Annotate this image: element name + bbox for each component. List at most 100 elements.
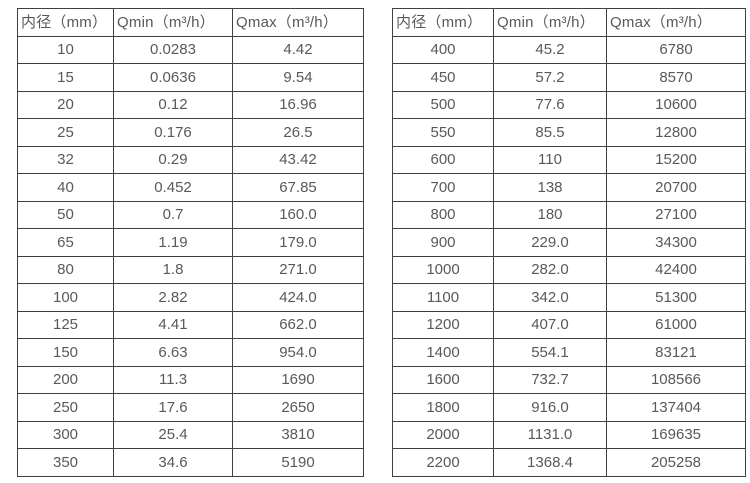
table-cell: 34.6 bbox=[113, 448, 233, 477]
table-row: 40 0.452 67.85 bbox=[17, 173, 364, 202]
table-cell: 85.5 bbox=[493, 118, 607, 147]
table-cell: 282.0 bbox=[493, 255, 607, 284]
table-row: 2200 1368.4 205258 bbox=[392, 448, 746, 477]
table-cell: 180 bbox=[493, 200, 607, 229]
header-cell: 内径（mm） bbox=[17, 8, 114, 37]
table-row: 800 180 27100 bbox=[392, 200, 746, 229]
table-cell: 61000 bbox=[606, 310, 746, 339]
table-cell: 600 bbox=[392, 145, 494, 174]
table-cell: 17.6 bbox=[113, 393, 233, 422]
table-cell: 800 bbox=[392, 200, 494, 229]
table-cell: 51300 bbox=[606, 283, 746, 312]
table-cell: 2200 bbox=[392, 448, 494, 477]
table-row: 15 0.0636 9.54 bbox=[17, 63, 364, 92]
table-cell: 450 bbox=[392, 63, 494, 92]
table-row: 125 4.41 662.0 bbox=[17, 310, 364, 339]
header-cell: Qmax（m³/h） bbox=[606, 8, 746, 37]
table-cell: 1600 bbox=[392, 365, 494, 394]
table-row: 600 110 15200 bbox=[392, 145, 746, 174]
table-cell: 2.82 bbox=[113, 283, 233, 312]
header-cell: Qmin（m³/h） bbox=[493, 8, 607, 37]
table-cell: 400 bbox=[392, 35, 494, 64]
table-cell: 6780 bbox=[606, 35, 746, 64]
table-cell: 1400 bbox=[392, 338, 494, 367]
table-cell: 40 bbox=[17, 173, 114, 202]
table-cell: 108566 bbox=[606, 365, 746, 394]
table-cell: 50 bbox=[17, 200, 114, 229]
table-cell: 1690 bbox=[232, 365, 364, 394]
table-cell: 0.7 bbox=[113, 200, 233, 229]
table-cell: 0.176 bbox=[113, 118, 233, 147]
table-cell: 11.3 bbox=[113, 365, 233, 394]
table-cell: 900 bbox=[392, 228, 494, 257]
table-cell: 10 bbox=[17, 35, 114, 64]
table-row: 1400 554.1 83121 bbox=[392, 338, 746, 367]
table-cell: 1131.0 bbox=[493, 420, 607, 449]
table-cell: 0.0636 bbox=[113, 63, 233, 92]
table-cell: 12800 bbox=[606, 118, 746, 147]
table-cell: 662.0 bbox=[232, 310, 364, 339]
table-row: 1200 407.0 61000 bbox=[392, 310, 746, 339]
table-cell: 550 bbox=[392, 118, 494, 147]
table-row: 1000 282.0 42400 bbox=[392, 255, 746, 284]
table-cell: 0.0283 bbox=[113, 35, 233, 64]
table-cell: 700 bbox=[392, 173, 494, 202]
table-cell: 0.452 bbox=[113, 173, 233, 202]
table-cell: 150 bbox=[17, 338, 114, 367]
table-cell: 1800 bbox=[392, 393, 494, 422]
table-cell: 138 bbox=[493, 173, 607, 202]
table-cell: 77.6 bbox=[493, 90, 607, 119]
table-row: 700 138 20700 bbox=[392, 173, 746, 202]
table-row: 550 85.5 12800 bbox=[392, 118, 746, 147]
header-row: 内径（mm） Qmin（m³/h） Qmax（m³/h） bbox=[17, 8, 364, 37]
table-row: 300 25.4 3810 bbox=[17, 420, 364, 449]
table-cell: 42400 bbox=[606, 255, 746, 284]
table-cell: 1368.4 bbox=[493, 448, 607, 477]
table-row: 10 0.0283 4.42 bbox=[17, 35, 364, 64]
table-row: 25 0.176 26.5 bbox=[17, 118, 364, 147]
table-cell: 20 bbox=[17, 90, 114, 119]
table-cell: 271.0 bbox=[232, 255, 364, 284]
table-row: 900 229.0 34300 bbox=[392, 228, 746, 257]
table-row: 65 1.19 179.0 bbox=[17, 228, 364, 257]
table-row: 200 11.3 1690 bbox=[17, 365, 364, 394]
table-row: 450 57.2 8570 bbox=[392, 63, 746, 92]
table-cell: 2650 bbox=[232, 393, 364, 422]
table-cell: 25.4 bbox=[113, 420, 233, 449]
header-cell: 内径（mm） bbox=[392, 8, 494, 37]
table-cell: 342.0 bbox=[493, 283, 607, 312]
table-cell: 45.2 bbox=[493, 35, 607, 64]
table-cell: 83121 bbox=[606, 338, 746, 367]
table-cell: 229.0 bbox=[493, 228, 607, 257]
table-cell: 1200 bbox=[392, 310, 494, 339]
table-cell: 250 bbox=[17, 393, 114, 422]
table-cell: 200 bbox=[17, 365, 114, 394]
header-cell: Qmin（m³/h） bbox=[113, 8, 233, 37]
table-cell: 1.8 bbox=[113, 255, 233, 284]
table-cell: 10600 bbox=[606, 90, 746, 119]
table-row: 32 0.29 43.42 bbox=[17, 145, 364, 174]
header-cell: Qmax（m³/h） bbox=[232, 8, 364, 37]
table-cell: 25 bbox=[17, 118, 114, 147]
table-row: 50 0.7 160.0 bbox=[17, 200, 364, 229]
table-cell: 32 bbox=[17, 145, 114, 174]
table-cell: 9.54 bbox=[232, 63, 364, 92]
table-cell: 4.41 bbox=[113, 310, 233, 339]
table-cell: 2000 bbox=[392, 420, 494, 449]
table-cell: 954.0 bbox=[232, 338, 364, 367]
table-cell: 169635 bbox=[606, 420, 746, 449]
table-row: 1600 732.7 108566 bbox=[392, 365, 746, 394]
table-row: 250 17.6 2650 bbox=[17, 393, 364, 422]
table-cell: 1100 bbox=[392, 283, 494, 312]
table-row: 150 6.63 954.0 bbox=[17, 338, 364, 367]
table-cell: 100 bbox=[17, 283, 114, 312]
table-cell: 300 bbox=[17, 420, 114, 449]
table-row: 1100 342.0 51300 bbox=[392, 283, 746, 312]
table-cell: 1000 bbox=[392, 255, 494, 284]
table-cell: 16.96 bbox=[232, 90, 364, 119]
table-row: 400 45.2 6780 bbox=[392, 35, 746, 64]
flow-rate-table-large-diameters: 内径（mm） Qmin（m³/h） Qmax（m³/h） 400 45.2 6780 450… bbox=[392, 8, 746, 477]
flow-rate-table-small-diameters: 内径（mm） Qmin（m³/h） Qmax（m³/h） 10 0.0283 4.42 15… bbox=[17, 8, 364, 477]
table-cell: 26.5 bbox=[232, 118, 364, 147]
